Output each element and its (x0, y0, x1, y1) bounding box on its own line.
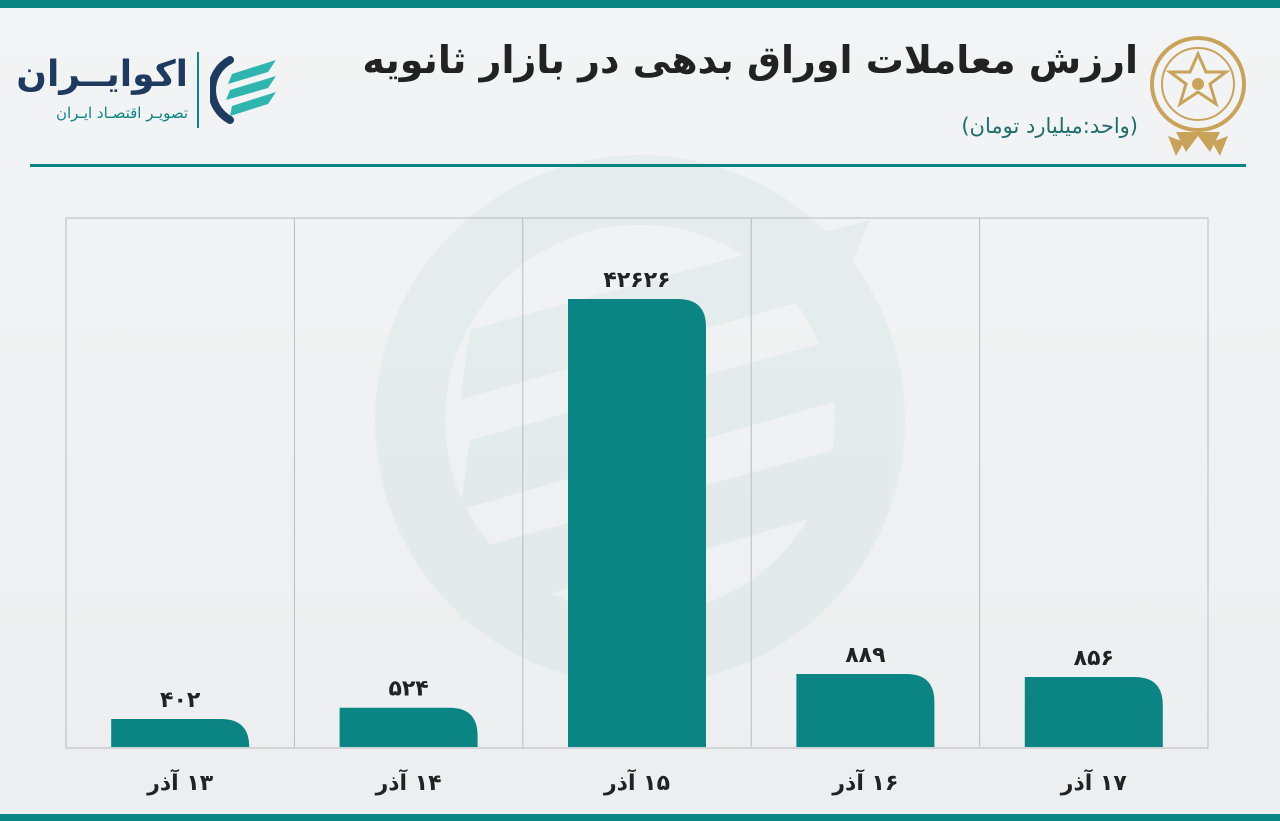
chart-unit: (واحد:میلیارد تومان) (961, 114, 1138, 138)
category-label: ۱۶ آذر (831, 768, 898, 796)
value-labels-group: ۴۰۲ ۵۲۴ ۴۲۶۲۶ ۸۸۹ ۸۵۶ (160, 268, 1114, 713)
category-label: ۱۷ آذر (1060, 768, 1128, 796)
bar (796, 674, 935, 747)
value-label: ۴۰۲ (160, 688, 201, 713)
bar (339, 707, 478, 747)
category-label: ۱۳ آذر (146, 768, 214, 796)
bottom-accent-bar (0, 814, 1280, 821)
bar (111, 719, 250, 747)
value-label: ۸۵۶ (1074, 646, 1114, 671)
column-dividers (293, 218, 981, 747)
brand-name: اکوایــران (16, 54, 188, 95)
bars-group (111, 299, 1163, 747)
ecoiran-logo-icon (210, 56, 276, 124)
bar (568, 299, 706, 747)
header-divider (30, 164, 1246, 167)
brand-tagline: تصویـر اقتصـاد ایـران (55, 104, 188, 122)
value-label: ۸۸۹ (845, 643, 885, 668)
value-label: ۴۲۶۲۶ (603, 268, 670, 293)
plot-frame (65, 217, 1209, 749)
chart-title: ارزش معاملات اوراق بدهی در بازار ثانویه (362, 38, 1138, 82)
value-label: ۵۲۴ (388, 677, 428, 702)
category-label: ۱۵ آذر (603, 768, 670, 796)
top-accent-bar (0, 0, 1280, 8)
category-labels-group: ۱۳ آذر ۱۴ آذر ۱۵ آذر ۱۶ آذر ۱۷ آذر (146, 768, 1127, 796)
brand-divider (197, 52, 199, 128)
bar (1024, 677, 1163, 747)
bourse-emblem-icon (1150, 36, 1246, 156)
category-label: ۱۴ آذر (375, 768, 442, 796)
